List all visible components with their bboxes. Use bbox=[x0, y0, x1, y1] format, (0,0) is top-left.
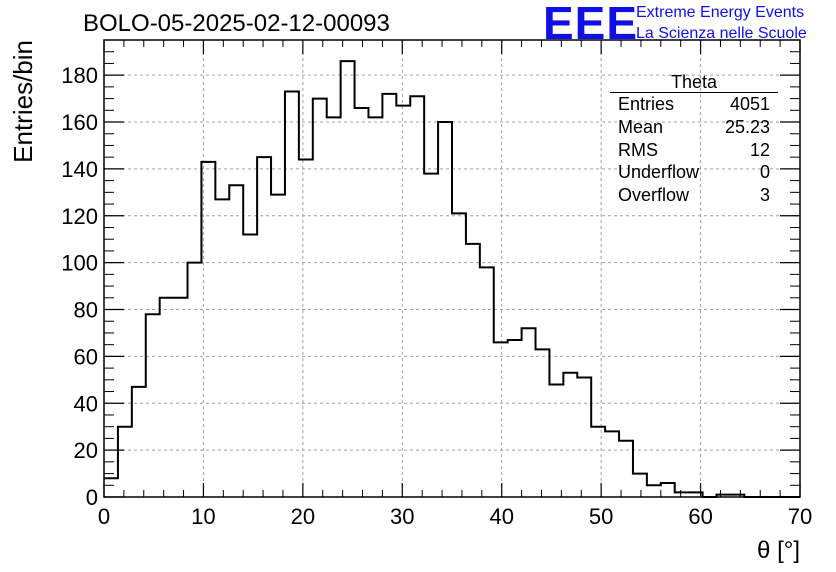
histogram-bin bbox=[201, 162, 215, 497]
histogram-bins bbox=[104, 60, 800, 498]
histogram-bin bbox=[188, 263, 202, 497]
histogram-bin bbox=[313, 99, 327, 497]
y-tick-label: 80 bbox=[74, 298, 98, 323]
x-tick-label: 30 bbox=[390, 504, 414, 529]
histogram-bin bbox=[452, 213, 466, 497]
y-tick-label: 40 bbox=[74, 391, 98, 416]
histogram-bin bbox=[257, 157, 271, 497]
logo-line-1: Extreme Energy Events bbox=[636, 4, 805, 21]
histogram-bin bbox=[382, 94, 396, 497]
stats-label: Overflow bbox=[618, 185, 690, 206]
x-tick-label: 50 bbox=[589, 504, 613, 529]
y-tick-label: 0 bbox=[86, 485, 98, 510]
stats-title: Theta bbox=[610, 72, 778, 93]
stats-row-rms: RMS 12 bbox=[610, 139, 778, 162]
histogram-bin bbox=[577, 377, 591, 497]
histogram-bin bbox=[271, 195, 285, 497]
y-tick-label: 160 bbox=[61, 110, 98, 135]
run-title: BOLO-05-2025-02-12-00093 bbox=[83, 10, 390, 37]
plot-frame bbox=[103, 39, 801, 498]
x-tick-label: 10 bbox=[191, 504, 215, 529]
histogram-bin bbox=[215, 199, 229, 497]
histogram-bin bbox=[591, 427, 605, 497]
histogram-bin bbox=[633, 474, 647, 497]
stats-label: Mean bbox=[618, 116, 664, 137]
x-tick-label: 20 bbox=[291, 504, 315, 529]
y-tick-labels: 0 20 40 60 80 100 120 140 160 180 bbox=[61, 63, 98, 510]
histogram-bin bbox=[146, 314, 160, 497]
histogram-bin bbox=[299, 160, 313, 497]
histogram-bin bbox=[118, 427, 132, 497]
histogram-bin bbox=[104, 478, 118, 497]
y-tick-label: 100 bbox=[61, 251, 98, 276]
stats-row-underflow: Underflow 0 bbox=[610, 161, 778, 184]
x-tick-label: 40 bbox=[489, 504, 513, 529]
histogram-bin bbox=[160, 298, 174, 497]
stats-value: 0 bbox=[759, 162, 770, 183]
stats-value: 25.23 bbox=[724, 116, 770, 137]
x-tick-label: 70 bbox=[788, 504, 812, 529]
histogram-bin bbox=[466, 244, 480, 497]
y-axis-label: Entries/bin bbox=[8, 40, 38, 163]
y-tick-label: 120 bbox=[61, 204, 98, 229]
y-tick-label: 180 bbox=[61, 63, 98, 88]
histogram-bin bbox=[549, 385, 563, 497]
stats-box: Theta Entries 4051 Mean 25.23 RMS 12 Und… bbox=[610, 72, 778, 207]
stats-label: Underflow bbox=[618, 162, 700, 183]
histogram-bin bbox=[355, 108, 369, 497]
histogram-bin bbox=[368, 117, 382, 497]
histogram-bin bbox=[619, 441, 633, 497]
histogram-bin bbox=[174, 298, 188, 497]
histogram-bin bbox=[424, 174, 438, 497]
histogram-bin bbox=[661, 483, 675, 497]
x-axis-label: θ [°] bbox=[757, 537, 800, 564]
y-tick-label: 60 bbox=[74, 344, 98, 369]
histogram-bin bbox=[536, 349, 550, 497]
histogram-bin bbox=[341, 61, 355, 497]
histogram-bin bbox=[396, 106, 410, 497]
eee-logo: EEE bbox=[543, 0, 639, 49]
y-tick-label: 20 bbox=[74, 438, 98, 463]
stats-value: 4051 bbox=[729, 94, 770, 114]
x-tick-label: 60 bbox=[688, 504, 712, 529]
histogram-bin bbox=[605, 431, 619, 497]
stats-value: 12 bbox=[749, 139, 770, 160]
histogram-bin bbox=[285, 92, 299, 497]
x-tick-labels: 0 10 20 30 40 50 60 70 bbox=[98, 504, 812, 529]
histogram-bin bbox=[563, 373, 577, 497]
histogram-bin bbox=[494, 342, 508, 497]
y-tick-label: 140 bbox=[61, 157, 98, 182]
histogram-bin bbox=[410, 96, 424, 497]
histogram-bin bbox=[480, 267, 494, 497]
histogram-bin bbox=[132, 387, 146, 497]
stats-row-entries: Entries 4051 bbox=[610, 93, 778, 116]
histogram-bin bbox=[522, 328, 536, 497]
logo-line-2: La Scienza nelle Scuole bbox=[636, 25, 807, 42]
stats-row-mean: Mean 25.23 bbox=[610, 116, 778, 139]
x-tick-label: 0 bbox=[98, 504, 110, 529]
stats-row-overflow: Overflow 3 bbox=[610, 184, 778, 207]
histogram-bin bbox=[243, 235, 257, 497]
histogram-bin bbox=[327, 117, 341, 497]
histogram-bin bbox=[508, 340, 522, 497]
histogram-bin bbox=[229, 185, 243, 497]
histogram-outline bbox=[104, 60, 800, 498]
stats-label: Entries bbox=[618, 94, 675, 114]
histogram-bin bbox=[647, 485, 661, 497]
histogram-bin bbox=[438, 122, 452, 497]
stats-value: 3 bbox=[759, 185, 770, 206]
stats-label: RMS bbox=[618, 139, 658, 160]
